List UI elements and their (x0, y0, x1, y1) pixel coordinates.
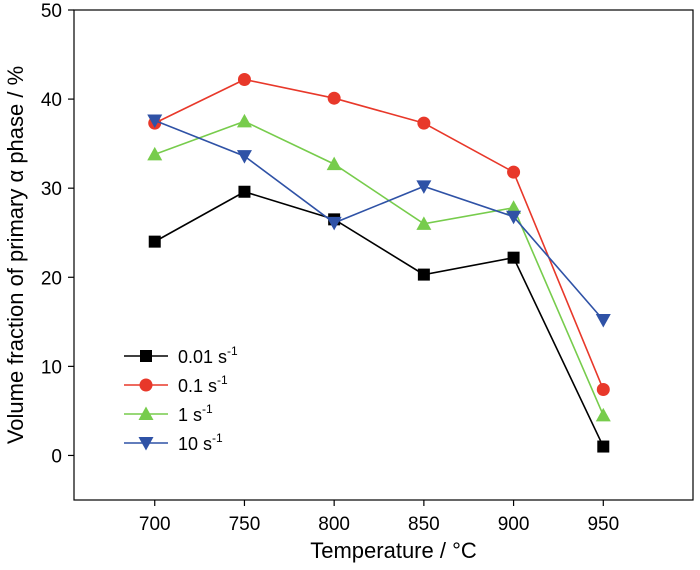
marker-triangle-down (595, 314, 611, 328)
legend: 0.01 s-1 0.1 s-1 1 s-1 10 s-1 (124, 344, 238, 454)
marker-triangle-down (138, 437, 154, 451)
legend-entry: 1 s-1 (124, 402, 213, 425)
marker-circle (596, 383, 610, 397)
series-line (154, 119, 604, 321)
marker-square (507, 251, 520, 264)
marker-triangle-up (416, 216, 432, 230)
marker-circle (327, 91, 341, 105)
y-tick-label: 40 (41, 90, 62, 111)
series-line (154, 190, 605, 447)
series-line (154, 120, 605, 416)
x-tick-label: 850 (408, 514, 440, 535)
legend-label: 10 s-1 (178, 431, 223, 454)
x-tick-label: 800 (318, 514, 350, 535)
y-tick-label: 10 (41, 357, 62, 378)
marker-triangle-up (595, 407, 611, 422)
marker-triangle-down (236, 150, 252, 164)
marker-triangle-up (147, 146, 163, 161)
x-tick-label: 700 (139, 514, 171, 535)
x-tick-label: 750 (229, 514, 261, 535)
marker-square (417, 268, 430, 281)
series-line (154, 78, 605, 390)
x-tick-label: 950 (587, 514, 619, 535)
y-tick-label: 30 (41, 179, 62, 200)
marker-triangle-up (326, 156, 342, 171)
legend-entry: 10 s-1 (124, 431, 223, 454)
legend-entry: 0.01 s-1 (124, 344, 238, 367)
series-layer (147, 72, 611, 453)
x-axis-label: Temperature / °C (310, 538, 477, 563)
legend-label: 0.01 s-1 (178, 344, 238, 367)
legend-label: 0.1 s-1 (178, 373, 228, 396)
legend-label: 1 s-1 (178, 402, 213, 425)
marker-triangle-up (506, 200, 522, 214)
marker-triangle-down (506, 210, 522, 225)
marker-triangle-down (326, 216, 342, 231)
marker-circle (237, 72, 251, 86)
marker-triangle-down (147, 114, 163, 128)
marker-square (597, 440, 610, 453)
series-3 (147, 114, 611, 328)
marker-triangle-up (138, 406, 154, 420)
marker-triangle-down (416, 180, 432, 194)
marker-circle (507, 165, 521, 179)
marker-square (238, 185, 251, 198)
marker-triangle-up (236, 113, 252, 128)
plot-frame (73, 9, 694, 501)
y-tick-label: 50 (41, 1, 62, 22)
marker-square (148, 235, 161, 248)
series-0 (148, 185, 610, 453)
marker-square (140, 350, 152, 362)
series-2 (147, 113, 611, 422)
marker-circle (139, 378, 153, 392)
x-tick-label: 900 (498, 514, 530, 535)
legend-entry: 0.1 s-1 (124, 373, 228, 396)
y-tick-label: 0 (51, 446, 62, 467)
plot-axes: 700 750 800 850 900 950 0 10 20 30 40 50 (41, 1, 694, 535)
marker-circle (417, 116, 431, 130)
y-tick-label: 20 (41, 268, 62, 289)
y-axis-label: Volume fraction of primary α phase / % (3, 66, 28, 444)
